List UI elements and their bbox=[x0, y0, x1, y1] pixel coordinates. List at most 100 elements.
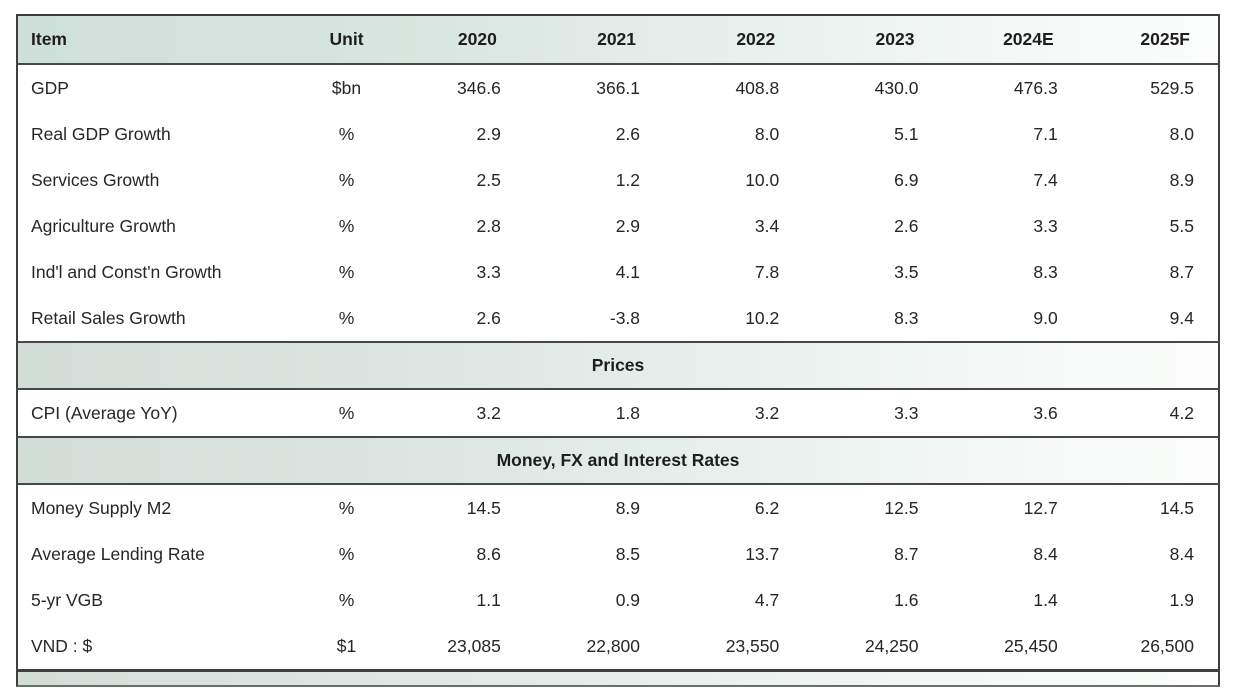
cell-2024e: 8.3 bbox=[1033, 261, 1058, 282]
cell-2025f: 1.9 bbox=[1169, 589, 1194, 610]
cell-2024e: 9.0 bbox=[1033, 307, 1058, 328]
row-label: 5-yr VGB bbox=[31, 589, 103, 610]
cell-2025f: 8.7 bbox=[1169, 261, 1194, 282]
cell-2021: 8.5 bbox=[615, 543, 641, 564]
column-header-unit: Unit bbox=[329, 29, 364, 49]
cell-2025f: 8.4 bbox=[1169, 543, 1194, 564]
cell-2020: 2.5 bbox=[476, 169, 501, 190]
cell-2024e: 25,450 bbox=[1004, 635, 1058, 656]
column-header-2024e: 2024E bbox=[1003, 29, 1054, 49]
cell-2024e: 3.6 bbox=[1033, 402, 1058, 423]
cell-unit: % bbox=[338, 543, 355, 564]
table-row: Ind'l and Const'n Growth% 3.3 4.1 7.8 3.5 8.3… bbox=[17, 249, 1219, 295]
cell-2020: 2.6 bbox=[476, 307, 501, 328]
cell-2020: 2.9 bbox=[476, 123, 501, 144]
row-label: Agriculture Growth bbox=[31, 215, 176, 236]
table-header-row: Item Unit 2020 2021 2022 2023 2024E 2025F bbox=[17, 15, 1219, 64]
cell-2020: 3.2 bbox=[476, 402, 501, 423]
cell-2024e: 3.3 bbox=[1033, 215, 1058, 236]
cell-2025f: 8.0 bbox=[1169, 123, 1194, 144]
cell-2021: 0.9 bbox=[615, 589, 641, 610]
cell-2021: -3.8 bbox=[609, 307, 641, 328]
table-body: GDP $bn 346.6 366.1 408.8 430.0 476.3 529.5 Real… bbox=[17, 64, 1219, 671]
cell-2020: 23,085 bbox=[447, 635, 501, 656]
row-label: CPI (Average YoY) bbox=[31, 402, 178, 423]
row-label: Retail Sales Growth bbox=[31, 307, 186, 328]
cell-2022: 10.2 bbox=[745, 307, 780, 328]
cell-unit: % bbox=[338, 261, 355, 282]
cell-2023: 8.7 bbox=[894, 543, 919, 564]
table-row: Agriculture Growth% 2.8 2.9 3.4 2.6 3.3 5.5 bbox=[17, 203, 1219, 249]
row-label: VND : $ bbox=[31, 635, 93, 656]
column-header-2022: 2022 bbox=[736, 29, 776, 49]
section-header-row: Prices bbox=[17, 342, 1219, 389]
cell-2023: 8.3 bbox=[894, 307, 919, 328]
column-header-2025f: 2025F bbox=[1140, 29, 1190, 49]
cell-2021: 1.2 bbox=[615, 169, 641, 190]
cell-2022: 10.0 bbox=[745, 169, 780, 190]
cell-2023: 5.1 bbox=[894, 123, 919, 144]
cell-2022: 4.7 bbox=[754, 589, 780, 610]
cell-2024e: 12.7 bbox=[1023, 497, 1058, 518]
cell-2024e: 7.1 bbox=[1033, 123, 1058, 144]
cell-unit: % bbox=[338, 307, 355, 328]
row-label: Ind'l and Const'n Growth bbox=[31, 261, 222, 282]
cell-2023: 1.6 bbox=[894, 589, 919, 610]
table-row: Services Growth% 2.5 1.2 10.0 6.9 7.4 8.9 bbox=[17, 157, 1219, 203]
cell-2022: 6.2 bbox=[754, 497, 780, 518]
cell-2020: 1.1 bbox=[476, 589, 501, 610]
cell-2024e: 8.4 bbox=[1033, 543, 1058, 564]
cell-unit: % bbox=[338, 402, 355, 423]
table-row: Real GDP Growth% 2.9 2.6 8.0 5.1 7.1 8.0 bbox=[17, 111, 1219, 157]
cell-2020: 2.8 bbox=[476, 215, 501, 236]
cell-2021: 8.9 bbox=[615, 497, 641, 518]
cell-2023: 430.0 bbox=[874, 77, 919, 98]
cell-unit: % bbox=[338, 497, 355, 518]
section-title: Prices bbox=[591, 355, 645, 375]
cell-2025f: 26,500 bbox=[1140, 635, 1194, 656]
cell-2024e: 7.4 bbox=[1033, 169, 1058, 190]
section-title: Money, FX and Interest Rates bbox=[496, 450, 740, 470]
cell-unit: % bbox=[338, 589, 355, 610]
cell-2021: 366.1 bbox=[596, 77, 641, 98]
cell-2020: 8.6 bbox=[476, 543, 501, 564]
cell-2022: 3.4 bbox=[754, 215, 780, 236]
cell-2023: 6.9 bbox=[894, 169, 919, 190]
cell-2025f: 8.9 bbox=[1169, 169, 1194, 190]
cell-2020: 346.6 bbox=[457, 77, 501, 98]
cell-2020: 14.5 bbox=[466, 497, 501, 518]
cell-2024e: 476.3 bbox=[1013, 77, 1058, 98]
cell-unit: % bbox=[338, 169, 355, 190]
table-row: Money Supply M2% 14.5 8.9 6.2 12.5 12.7 14.5 bbox=[17, 484, 1219, 531]
cell-2021: 2.9 bbox=[615, 215, 641, 236]
macro-forecast-table: Item Unit 2020 2021 2022 2023 2024E 2025F GDP $b… bbox=[16, 14, 1220, 672]
cell-unit: % bbox=[338, 123, 355, 144]
column-header-2020: 2020 bbox=[457, 29, 497, 49]
column-header-item: Item bbox=[31, 29, 67, 49]
cell-2025f: 4.2 bbox=[1169, 402, 1194, 423]
cell-2023: 3.5 bbox=[894, 261, 919, 282]
table-row: Average Lending Rate% 8.6 8.5 13.7 8.7 8.4 8.4 bbox=[17, 531, 1219, 577]
next-section-partial-row bbox=[16, 672, 1220, 687]
section-header-row: Money, FX and Interest Rates bbox=[17, 437, 1219, 484]
cell-2023: 24,250 bbox=[864, 635, 919, 656]
cell-2025f: 9.4 bbox=[1169, 307, 1194, 328]
table-row: Retail Sales Growth% 2.6 -3.8 10.2 8.3 9.0 9.4 bbox=[17, 295, 1219, 342]
cell-unit: $bn bbox=[331, 77, 362, 98]
row-label: Real GDP Growth bbox=[31, 123, 171, 144]
table-row: VND : $ $1 23,085 22,800 23,550 24,250 25,450 2… bbox=[17, 623, 1219, 671]
row-label: Services Growth bbox=[31, 169, 160, 190]
cell-2022: 13.7 bbox=[745, 543, 780, 564]
cell-2024e: 1.4 bbox=[1033, 589, 1058, 610]
cell-2022: 23,550 bbox=[725, 635, 780, 656]
cell-unit: % bbox=[338, 215, 355, 236]
cell-2022: 3.2 bbox=[754, 402, 780, 423]
row-label: GDP bbox=[31, 77, 69, 98]
cell-2025f: 14.5 bbox=[1159, 497, 1194, 518]
table-row: GDP $bn 346.6 366.1 408.8 430.0 476.3 529.5 bbox=[17, 64, 1219, 111]
cell-2021: 1.8 bbox=[615, 402, 641, 423]
cell-2021: 4.1 bbox=[615, 261, 641, 282]
cell-2021: 2.6 bbox=[615, 123, 641, 144]
cell-2025f: 5.5 bbox=[1169, 215, 1194, 236]
table-row: CPI (Average YoY)% 3.2 1.8 3.2 3.3 3.6 4.2 bbox=[17, 389, 1219, 437]
